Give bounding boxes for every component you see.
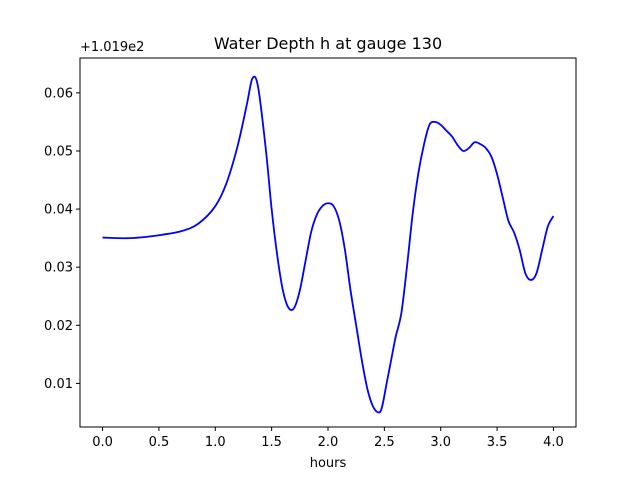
x-tick-label: 2.5 (374, 435, 395, 450)
y-tick-label: 0.05 (44, 144, 73, 159)
series-line (102, 75, 555, 414)
x-tick-label: 4.0 (543, 435, 564, 450)
plot-area: 0.0 0.5 1.0 1.5 2.0 2.5 3.0 3.5 4.0 0.01 0.02 0.03 0… (44, 75, 564, 450)
y-tick-label: 0.02 (44, 319, 73, 334)
axes-frame (79, 57, 577, 428)
y-offset-label: +1.019e2 (80, 40, 144, 55)
x-tick-label: 3.5 (487, 435, 508, 450)
y-tick-label: 0.01 (44, 377, 73, 392)
x-tick-label: 0.0 (92, 435, 113, 450)
y-tick-label: 0.03 (44, 261, 73, 276)
y-tick-label: 0.06 (44, 86, 73, 101)
y-tick-label: 0.04 (44, 203, 73, 218)
x-tick-label: 1.0 (205, 435, 226, 450)
x-tick-label: 2.0 (318, 435, 339, 450)
x-tick-label: 0.5 (149, 435, 170, 450)
x-tick-label: 1.5 (261, 435, 282, 450)
x-axis-label: hours (310, 456, 347, 471)
chart-title: Water Depth h at gauge 130 (214, 34, 442, 53)
x-tick-label: 3.0 (430, 435, 451, 450)
